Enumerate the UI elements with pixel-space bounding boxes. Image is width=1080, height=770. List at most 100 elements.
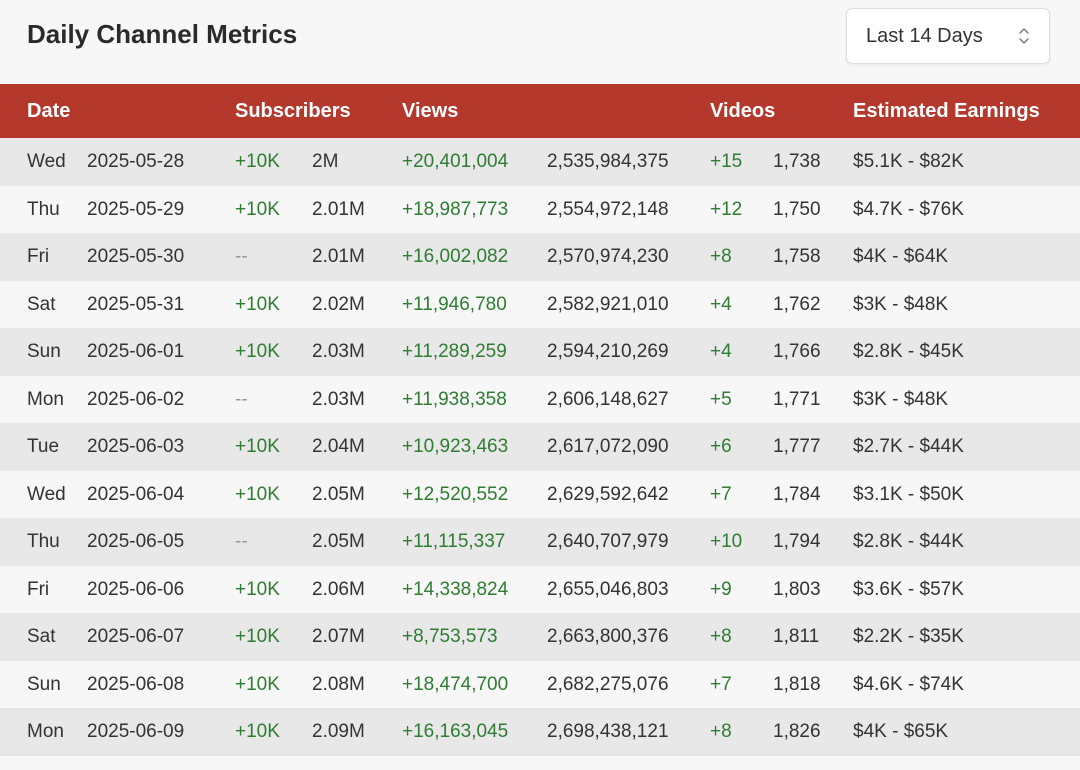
row-subscribers-change: -- [235, 531, 248, 552]
row-videos-change: +8 [710, 246, 732, 267]
column-header-date[interactable]: Date [27, 100, 71, 122]
row-views-change: +16,002,082 [402, 246, 509, 267]
table-row: Fri 2025-06-06 +10K 2.06M +14,338,824 2,655,0… [0, 565, 1080, 613]
row-videos-total: 1,766 [773, 341, 821, 362]
row-views-change: +18,474,700 [402, 673, 509, 695]
row-subscribers-total: 2.01M [312, 246, 365, 267]
table-header: Date Subscribers Views Videos Estimated … [0, 84, 1080, 138]
row-views-change: +11,115,337 [402, 531, 506, 552]
row-estimated-earnings: $2.8K - $44K [853, 531, 964, 552]
row-estimated-earnings: $3.6K - $57K [853, 578, 964, 600]
row-date: 2025-05-31 [87, 293, 185, 315]
row-videos-change: +8 [710, 721, 732, 742]
row-estimated-earnings: $2.2K - $35K [853, 626, 964, 647]
column-header-estimated-earnings[interactable]: Estimated Earnings [853, 100, 1040, 122]
row-day: Thu [27, 198, 60, 220]
row-date: 2025-06-07 [87, 626, 185, 647]
row-videos-change: +7 [710, 483, 732, 505]
row-day: Mon [27, 721, 64, 742]
row-views-total: 2,655,046,803 [547, 578, 669, 600]
page-title: Daily Channel Metrics [27, 19, 298, 49]
row-date: 2025-06-08 [87, 673, 185, 695]
date-range-value: Last 14 Days [866, 24, 983, 47]
row-views-total: 2,570,974,230 [547, 246, 669, 267]
table-row: Sat 2025-06-07 +10K 2.07M +8,753,573 2,663,80… [0, 613, 1080, 661]
column-header-videos[interactable]: Videos [710, 100, 776, 122]
row-views-change: +14,338,824 [402, 578, 509, 600]
row-views-change: +10,923,463 [402, 436, 509, 457]
row-videos-change: +12 [710, 198, 743, 220]
row-views-change: +18,987,773 [402, 198, 509, 220]
row-views-total: 2,682,275,076 [547, 673, 669, 695]
row-videos-total: 1,826 [773, 721, 821, 742]
row-estimated-earnings: $2.7K - $44K [853, 436, 964, 457]
row-views-change: +12,520,552 [402, 483, 509, 505]
row-date: 2025-05-29 [87, 198, 185, 220]
row-subscribers-total: 2M [312, 151, 339, 172]
table-row: Fri 2025-05-30 -- 2.01M +16,002,082 2,570,974… [0, 233, 1080, 281]
column-header-subscribers[interactable]: Subscribers [235, 100, 351, 122]
row-estimated-earnings: $4.6K - $74K [853, 673, 964, 695]
table-body: Wed 2025-05-28 +10K 2M +20,401,004 2,535,984,… [0, 138, 1080, 756]
column-header-views[interactable]: Views [402, 100, 459, 122]
date-range-select[interactable]: Last 14 Days [846, 8, 1050, 64]
row-date: 2025-05-30 [87, 246, 185, 267]
row-views-total: 2,629,592,642 [547, 483, 669, 505]
row-subscribers-change: +10K [235, 436, 280, 457]
table-row: Mon 2025-06-02 -- 2.03M +11,938,358 2,606,148… [0, 375, 1080, 423]
row-videos-total: 1,762 [773, 293, 821, 315]
row-views-change: +11,946,780 [402, 293, 507, 315]
row-views-total: 2,582,921,010 [547, 293, 669, 315]
row-videos-change: +9 [710, 578, 732, 600]
row-views-total: 2,594,210,269 [547, 341, 669, 362]
row-videos-change: +7 [710, 673, 732, 695]
row-videos-change: +5 [710, 388, 732, 410]
row-subscribers-total: 2.09M [312, 721, 365, 742]
row-views-total: 2,663,800,376 [547, 626, 669, 647]
row-day: Wed [27, 483, 66, 505]
row-videos-change: +10 [710, 531, 743, 552]
row-day: Sat [27, 626, 56, 647]
table-row: Sun 2025-06-08 +10K 2.08M +18,474,700 2,682,2… [0, 660, 1080, 708]
row-views-change: +11,938,358 [402, 388, 507, 410]
row-date: 2025-06-04 [87, 483, 185, 505]
row-views-total: 2,535,984,375 [547, 151, 669, 172]
row-views-total: 2,554,972,148 [547, 198, 669, 220]
row-videos-total: 1,811 [773, 626, 820, 647]
row-views-total: 2,606,148,627 [547, 388, 669, 410]
row-subscribers-change: -- [235, 246, 248, 267]
row-views-total: 2,698,438,121 [547, 721, 669, 742]
row-views-change: +8,753,573 [402, 626, 498, 647]
row-videos-change: +6 [710, 436, 732, 457]
row-videos-change: +4 [710, 341, 732, 362]
row-date: 2025-06-03 [87, 436, 185, 457]
row-estimated-earnings: $3.1K - $50K [853, 483, 964, 505]
row-views-change: +11,289,259 [402, 341, 507, 362]
row-estimated-earnings: $4K - $64K [853, 246, 949, 267]
row-subscribers-change: +10K [235, 151, 280, 172]
row-day: Mon [27, 388, 64, 410]
row-subscribers-change: +10K [235, 293, 280, 315]
row-subscribers-change: +10K [235, 673, 280, 695]
row-date: 2025-06-05 [87, 531, 185, 552]
row-day: Wed [27, 151, 66, 172]
table-row: Mon 2025-06-09 +10K 2.09M +16,163,045 2,698,4… [0, 708, 1080, 756]
table-row: Sun 2025-06-01 +10K 2.03M +11,289,259 2,594,2… [0, 328, 1080, 376]
row-subscribers-total: 2.03M [312, 341, 365, 362]
row-date: 2025-06-09 [87, 721, 185, 742]
row-subscribers-change: +10K [235, 578, 280, 600]
row-subscribers-total: 2.05M [312, 483, 365, 505]
row-date: 2025-05-28 [87, 151, 185, 172]
table-row: Thu 2025-05-29 +10K 2.01M +18,987,773 2,554,9… [0, 185, 1080, 233]
row-day: Sun [27, 341, 61, 362]
row-subscribers-change: +10K [235, 483, 280, 505]
row-videos-total: 1,758 [773, 246, 821, 267]
row-views-change: +20,401,004 [402, 151, 509, 172]
row-subscribers-total: 2.01M [312, 198, 365, 220]
row-subscribers-change: +10K [235, 341, 280, 362]
row-views-change: +16,163,045 [402, 721, 509, 742]
row-subscribers-total: 2.04M [312, 436, 365, 457]
row-views-total: 2,640,707,979 [547, 531, 669, 552]
row-subscribers-total: 2.06M [312, 578, 365, 600]
row-videos-total: 1,784 [773, 483, 821, 505]
